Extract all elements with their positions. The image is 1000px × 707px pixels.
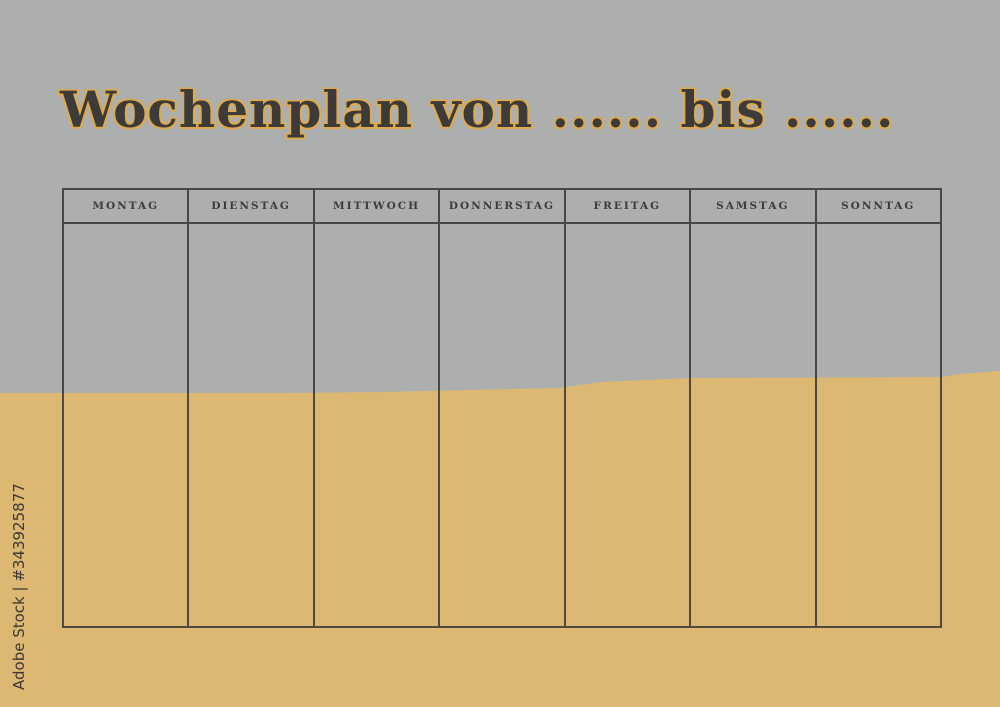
day-header: SONNTAG [816,190,940,224]
day-cell [64,224,187,626]
day-header: MONTAG [64,190,188,224]
day-header: DONNERSTAG [440,190,564,224]
page-title: Wochenplan von ...... bis ...... [60,80,895,139]
day-column: SAMSTAG [691,190,817,626]
day-cell [566,224,689,626]
day-header: MITTWOCH [314,190,439,224]
day-column: MITTWOCH [314,190,441,626]
stock-id-label: Adobe Stock | #343925877 [10,483,28,690]
day-column: FREITAG [565,190,692,626]
day-header: SAMSTAG [691,190,815,224]
week-table: MONTAG DIENSTAG MITTWOCH DONNERSTAG FREI… [62,188,942,628]
day-cell [189,224,312,626]
day-column: DONNERSTAG [440,190,566,626]
day-cell [440,224,563,626]
day-column: MONTAG [64,190,190,626]
day-header: FREITAG [565,190,690,224]
day-column: SONNTAG [816,190,940,626]
day-header: DIENSTAG [189,190,313,224]
day-cell [691,224,814,626]
day-cell [817,224,940,626]
day-column: DIENSTAG [189,190,315,626]
day-cell [315,224,438,626]
